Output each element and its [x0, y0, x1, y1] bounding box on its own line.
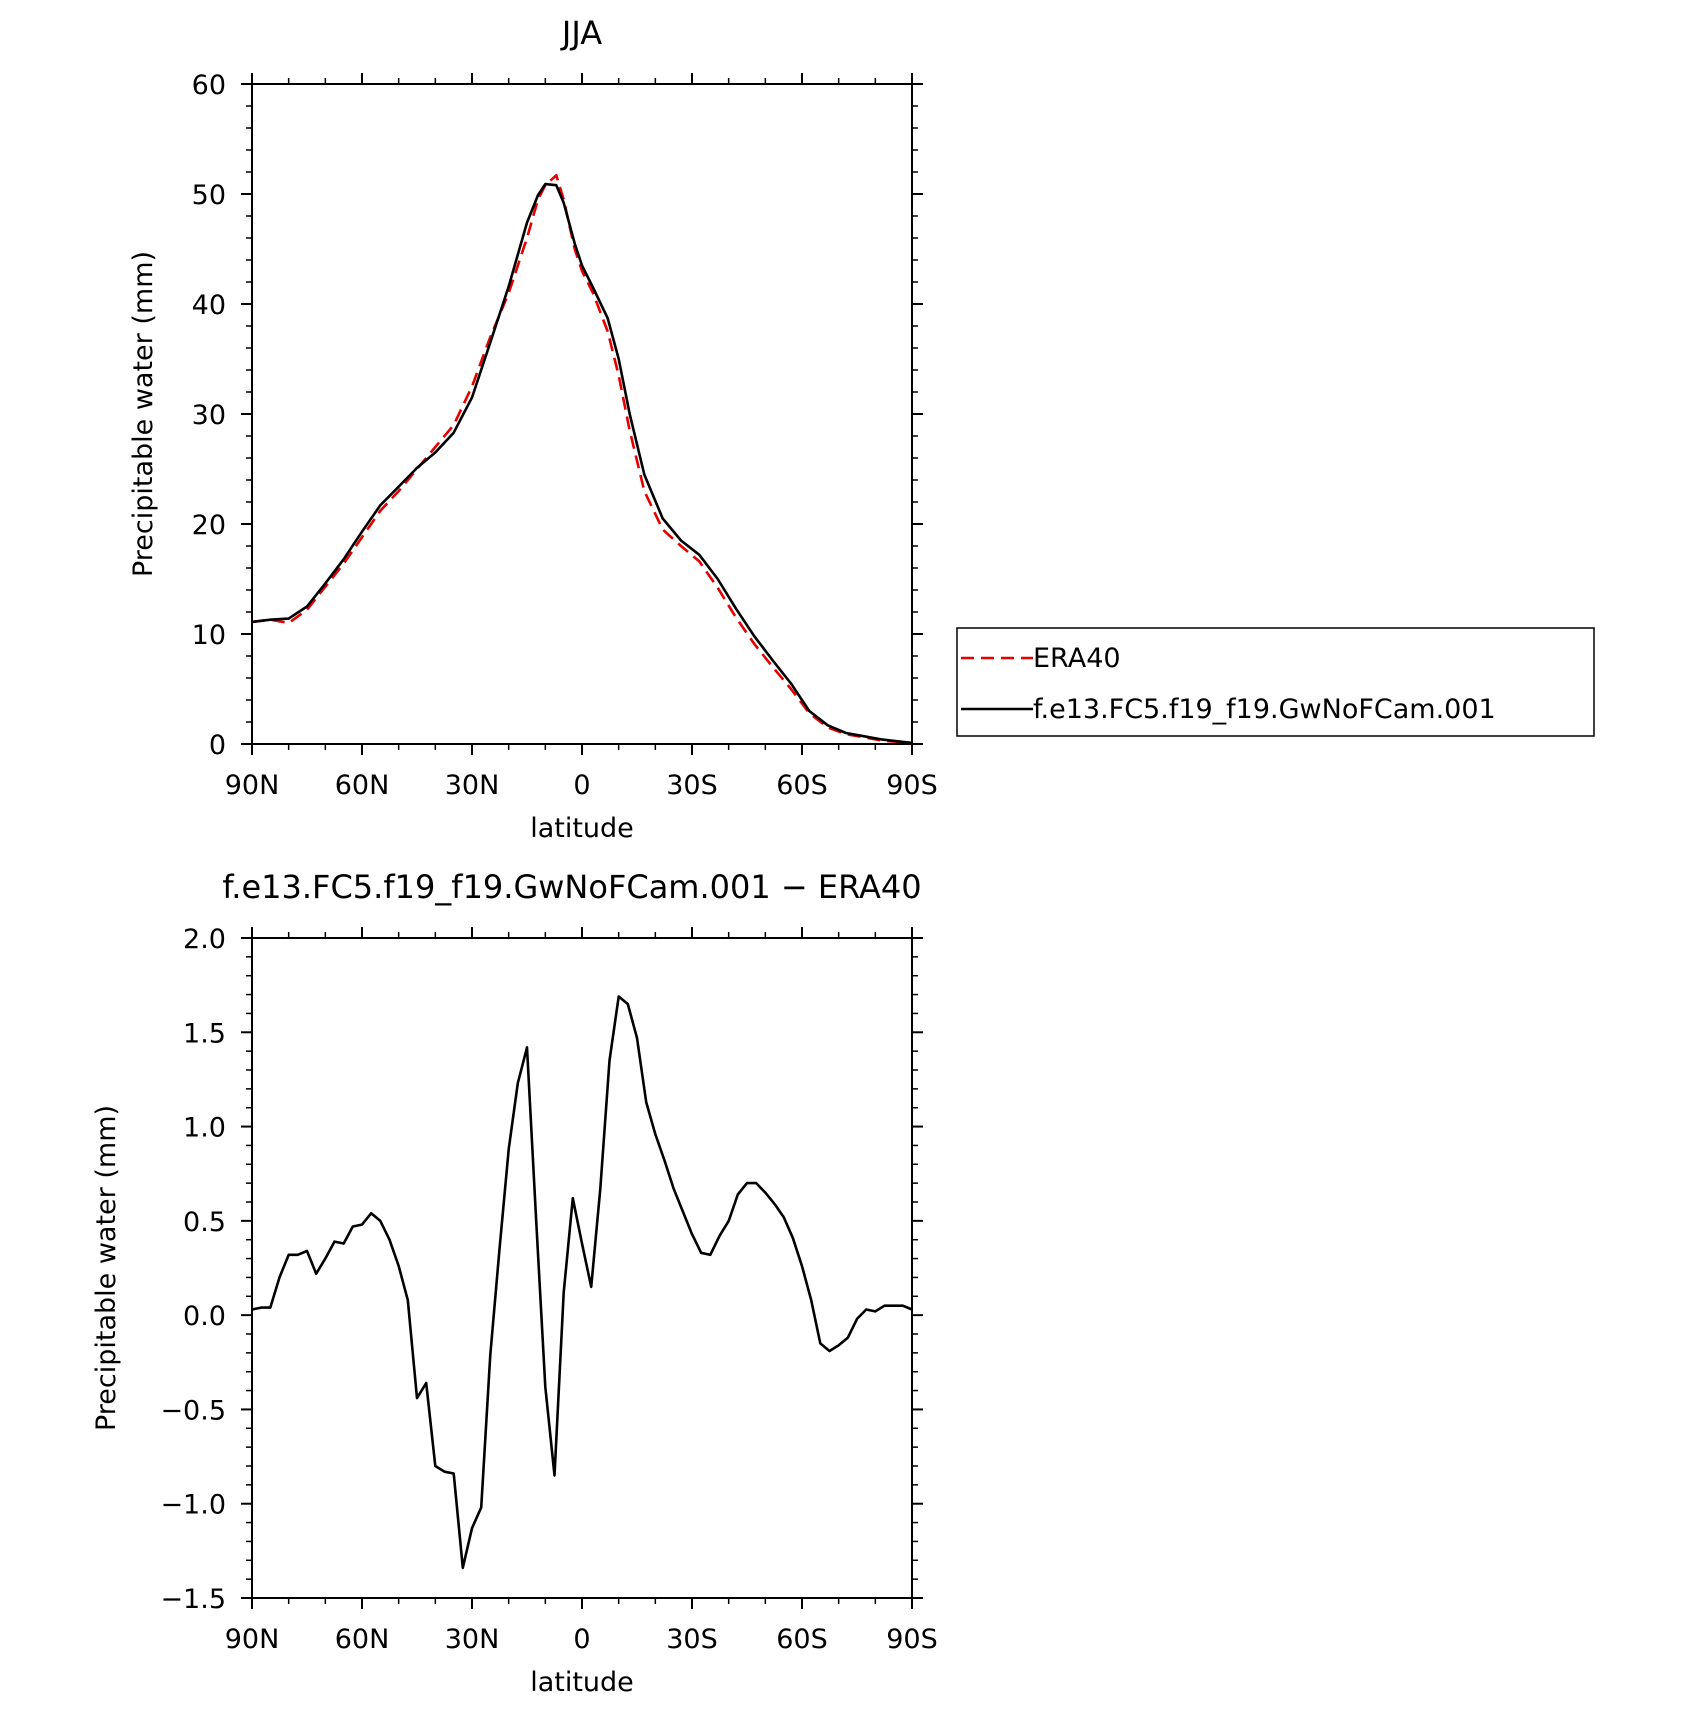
series-line-f-e13-fc5-f19-f19-gwnofcam-001 — [251, 182, 913, 745]
plot-frame — [251, 937, 913, 1599]
legend-entry-label: f.e13.FC5.f19_f19.GwNoFCam.001 — [1033, 694, 1496, 725]
bottom-panel-difference: f.e13.FC5.f19_f19.GwNoFCam.001 − ERA40 90… — [91, 868, 938, 1698]
y-tick-label: 1.0 — [183, 1113, 226, 1144]
series-line-difference — [251, 995, 913, 1570]
y-tick-label: 40 — [192, 290, 226, 321]
y-tick-label: 10 — [192, 620, 226, 651]
x-tick-label: 30S — [666, 1624, 718, 1655]
x-tick-label: 30S — [666, 770, 718, 801]
chart-title: JJA — [560, 14, 602, 52]
x-tick-label: 90N — [225, 1624, 280, 1655]
y-tick-label: −0.5 — [160, 1395, 226, 1426]
x-axis-label: latitude — [530, 1667, 634, 1698]
y-tick-label: 50 — [192, 180, 226, 211]
x-tick-label: 30N — [445, 1624, 500, 1655]
x-tick-label: 60N — [335, 1624, 390, 1655]
x-axis-label: latitude — [530, 813, 634, 844]
x-tick-label: 60S — [776, 1624, 828, 1655]
x-tick-label: 30N — [445, 770, 500, 801]
legend: ERA40 f.e13.FC5.f19_f19.GwNoFCam.001 — [956, 627, 1595, 737]
y-axis-label: Precipitable water (mm) — [91, 1105, 122, 1431]
chart-title: f.e13.FC5.f19_f19.GwNoFCam.001 − ERA40 — [222, 868, 921, 906]
x-tick-label: 60S — [776, 770, 828, 801]
y-tick-label: −1.5 — [160, 1584, 226, 1615]
legend-box — [956, 627, 1595, 737]
x-tick-label: 60N — [335, 770, 390, 801]
y-tick-label: 20 — [192, 510, 226, 541]
y-tick-label: 0.5 — [183, 1207, 226, 1238]
plot-frame — [251, 83, 913, 745]
x-tick-label: 90S — [886, 770, 938, 801]
y-tick-label: 0 — [209, 730, 226, 761]
legend-entry-label: ERA40 — [1033, 643, 1121, 674]
y-tick-label: 30 — [192, 400, 226, 431]
y-axis-label: Precipitable water (mm) — [128, 251, 159, 577]
x-tick-label: 90N — [225, 770, 280, 801]
x-tick-label: 90S — [886, 1624, 938, 1655]
y-tick-label: 1.5 — [183, 1018, 226, 1049]
x-tick-label: 0 — [573, 1624, 590, 1655]
x-tick-label: 0 — [573, 770, 590, 801]
y-tick-label: 0.0 — [183, 1301, 226, 1332]
top-panel-precipitable-water: JJA 90N 60N 30N 0 30S 60S 90S 0 10 20 30 40 50 60 latit… — [128, 14, 938, 844]
y-tick-label: 60 — [192, 70, 226, 101]
y-tick-label: 2.0 — [183, 924, 226, 955]
series-line-era40 — [251, 174, 913, 745]
y-tick-label: −1.0 — [160, 1490, 226, 1521]
